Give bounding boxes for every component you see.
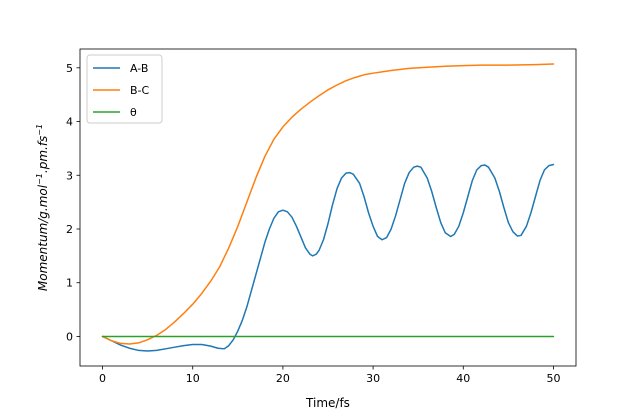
legend-label-1: B-C: [130, 84, 150, 97]
x-axis: 0 10 20 30 40 50: [99, 366, 560, 385]
legend-label-0: A-B: [130, 62, 148, 75]
y-axis: 0 1 2 3 4 5: [66, 62, 80, 343]
y-tick-label: 3: [66, 169, 73, 182]
y-tick-label: 0: [66, 330, 73, 343]
legend: A-B B-C θ: [86, 54, 163, 124]
x-tick-label: 20: [276, 372, 290, 385]
y-tick-label: 5: [66, 62, 73, 75]
y-axis-label: Momentum/g.mol−1.pm.fs−1: [35, 124, 50, 291]
x-tick-label: 50: [546, 372, 560, 385]
x-tick-label: 40: [456, 372, 470, 385]
x-axis-label: Time/fs: [305, 396, 350, 410]
series-layer: [101, 63, 555, 352]
y-tick-label: 4: [66, 116, 73, 129]
series-line-0: [101, 163, 555, 352]
x-tick-label: 0: [99, 372, 106, 385]
legend-box: [86, 54, 163, 124]
x-tick-label: 30: [366, 372, 380, 385]
x-tick-label: 10: [186, 372, 200, 385]
plot-area-frame: [79, 48, 577, 367]
y-tick-label: 2: [66, 223, 73, 236]
y-tick-label: 1: [66, 277, 73, 290]
legend-label-2: θ: [130, 106, 137, 119]
series-line-1: [101, 63, 555, 345]
